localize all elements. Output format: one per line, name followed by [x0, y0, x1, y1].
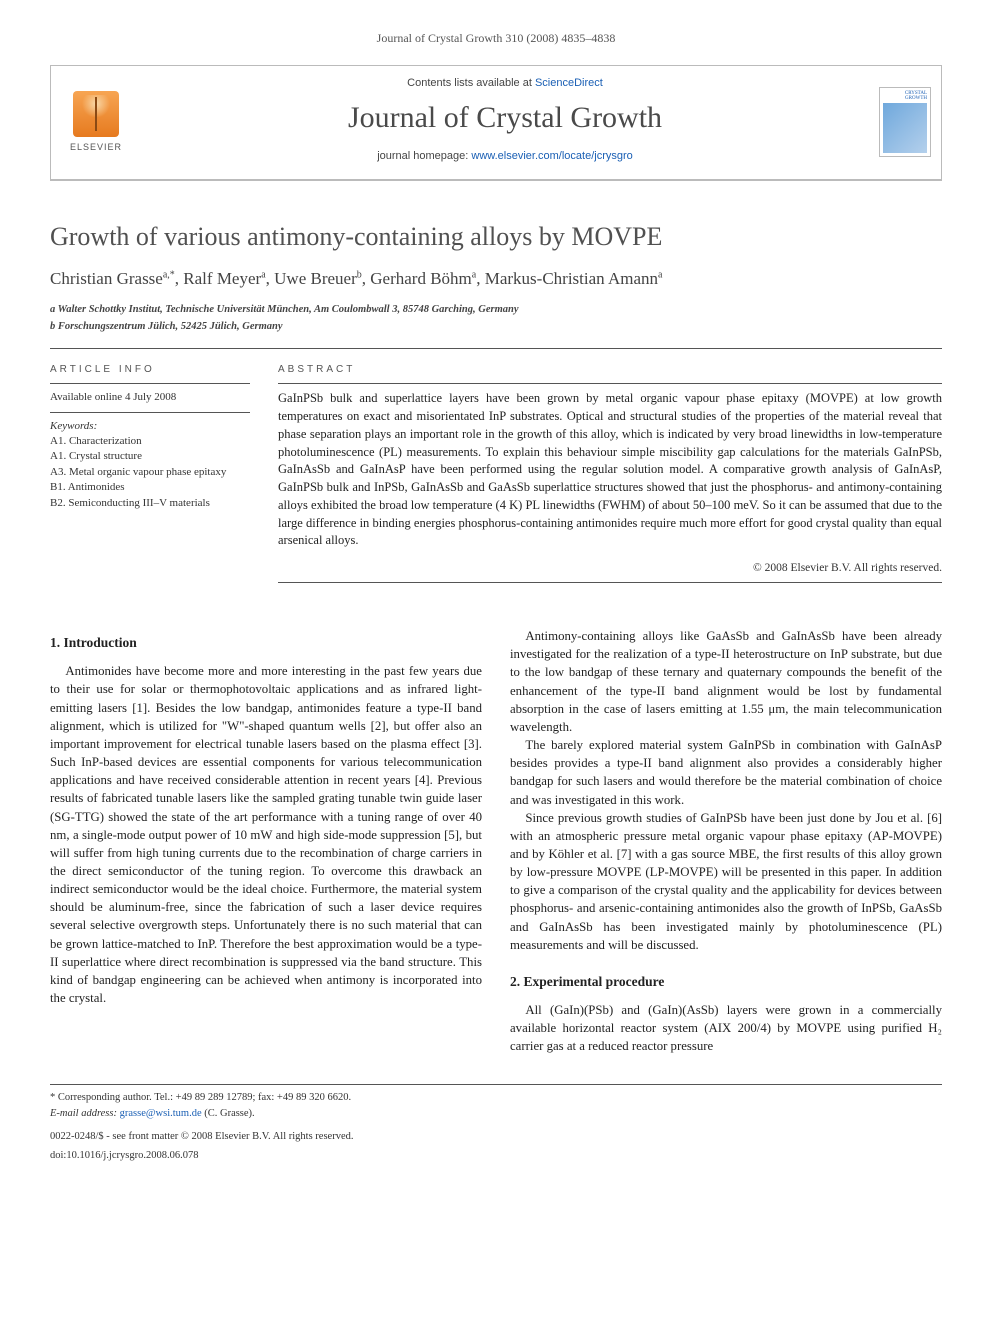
corresponding-author-note: * Corresponding author. Tel.: +49 89 289… — [50, 1091, 451, 1106]
footer-left: * Corresponding author. Tel.: +49 89 289… — [50, 1091, 451, 1164]
info-abstract-row: ARTICLE INFO Available online 4 July 200… — [50, 363, 942, 589]
running-head: Journal of Crystal Growth 310 (2008) 483… — [50, 30, 942, 47]
journal-cover-cell: CRYSTAL GROWTH — [869, 66, 941, 179]
article-title: Growth of various antimony-containing al… — [50, 221, 942, 254]
author-name: Markus-Christian Amann — [485, 269, 658, 288]
affiliation-a: a Walter Schottky Institut, Technische U… — [50, 303, 942, 318]
journal-header-box: ELSEVIER Contents lists available at Sci… — [50, 65, 942, 181]
email-line: E-mail address: grasse@wsi.tum.de (C. Gr… — [50, 1107, 451, 1122]
publisher-logo-cell: ELSEVIER — [51, 66, 141, 179]
sciencedirect-link[interactable]: ScienceDirect — [535, 77, 603, 89]
page-footer: * Corresponding author. Tel.: +49 89 289… — [50, 1084, 942, 1164]
abstract-copyright: © 2008 Elsevier B.V. All rights reserved… — [278, 560, 942, 576]
keywords-label: Keywords: — [50, 419, 250, 434]
homepage-prefix: journal homepage: — [377, 150, 471, 162]
section-heading-experimental: 2. Experimental procedure — [510, 972, 942, 991]
article-info-label: ARTICLE INFO — [50, 363, 250, 377]
thin-rule — [50, 383, 250, 384]
author-sep: , — [476, 269, 485, 288]
elsevier-tree-icon — [73, 91, 119, 137]
thin-rule — [50, 412, 250, 413]
abstract-column: ABSTRACT GaInPSb bulk and superlattice l… — [278, 363, 942, 589]
body-paragraph: Antimony-containing alloys like GaAsSb a… — [510, 627, 942, 736]
author-name: Christian Grasse — [50, 269, 163, 288]
issn-line: 0022-0248/$ - see front matter © 2008 El… — [50, 1130, 451, 1145]
author-sep: , — [362, 269, 371, 288]
author-sep: , — [266, 269, 275, 288]
header-top-row: ELSEVIER Contents lists available at Sci… — [51, 66, 941, 180]
elsevier-logo: ELSEVIER — [70, 91, 122, 154]
email-suffix: (C. Grasse). — [202, 1108, 255, 1119]
section-rule — [50, 348, 942, 349]
keyword: A1. Characterization — [50, 434, 250, 449]
keyword: B1. Antimonides — [50, 480, 250, 495]
affiliation-b: b Forschungszentrum Jülich, 52425 Jülich… — [50, 320, 942, 335]
author-name: Uwe Breuer — [274, 269, 357, 288]
journal-name: Journal of Crystal Growth — [149, 97, 861, 139]
elsevier-caption: ELSEVIER — [70, 141, 122, 154]
cover-art-icon — [883, 103, 927, 153]
article-info-column: ARTICLE INFO Available online 4 July 200… — [50, 363, 250, 589]
body-paragraph: All (GaIn)(PSb) and (GaIn)(AsSb) layers … — [510, 1001, 942, 1055]
available-online: Available online 4 July 2008 — [50, 390, 250, 405]
author-name: Ralf Meyer — [183, 269, 261, 288]
email-label: E-mail address: — [50, 1108, 120, 1119]
abstract-text: GaInPSb bulk and superlattice layers hav… — [278, 390, 942, 550]
body-two-column: 1. Introduction Antimonides have become … — [50, 627, 942, 1055]
body-column-right: Antimony-containing alloys like GaAsSb a… — [510, 627, 942, 1055]
abstract-label: ABSTRACT — [278, 363, 942, 377]
keyword: A1. Crystal structure — [50, 449, 250, 464]
homepage-link[interactable]: www.elsevier.com/locate/jcrysgro — [471, 150, 632, 162]
body-paragraph: The barely explored material system GaIn… — [510, 736, 942, 809]
body-column-left: 1. Introduction Antimonides have become … — [50, 627, 482, 1055]
homepage-line: journal homepage: www.elsevier.com/locat… — [149, 149, 861, 164]
contents-prefix: Contents lists available at — [407, 77, 535, 89]
thin-rule — [278, 582, 942, 583]
header-center: Contents lists available at ScienceDirec… — [141, 66, 869, 179]
contents-lists-line: Contents lists available at ScienceDirec… — [149, 76, 861, 91]
author-affil-sup: a — [658, 269, 662, 280]
keyword: A3. Metal organic vapour phase epitaxy — [50, 465, 250, 480]
corresponding-email-link[interactable]: grasse@wsi.tum.de — [120, 1108, 202, 1119]
thin-rule — [278, 383, 942, 384]
author-affil-sup: a,* — [163, 269, 175, 280]
doi-line: doi:10.1016/j.jcrysgro.2008.06.078 — [50, 1149, 451, 1164]
journal-cover-thumb: CRYSTAL GROWTH — [879, 87, 931, 157]
section-heading-intro: 1. Introduction — [50, 633, 482, 652]
cover-text: CRYSTAL GROWTH — [883, 91, 927, 101]
author-name: Gerhard Böhm — [370, 269, 472, 288]
body-paragraph: Antimonides have become more and more in… — [50, 662, 482, 1007]
author-list: Christian Grassea,*, Ralf Meyer a, Uwe Br… — [50, 267, 942, 291]
keyword: B2. Semiconducting III–V materials — [50, 496, 250, 511]
body-paragraph: Since previous growth studies of GaInPSb… — [510, 809, 942, 954]
